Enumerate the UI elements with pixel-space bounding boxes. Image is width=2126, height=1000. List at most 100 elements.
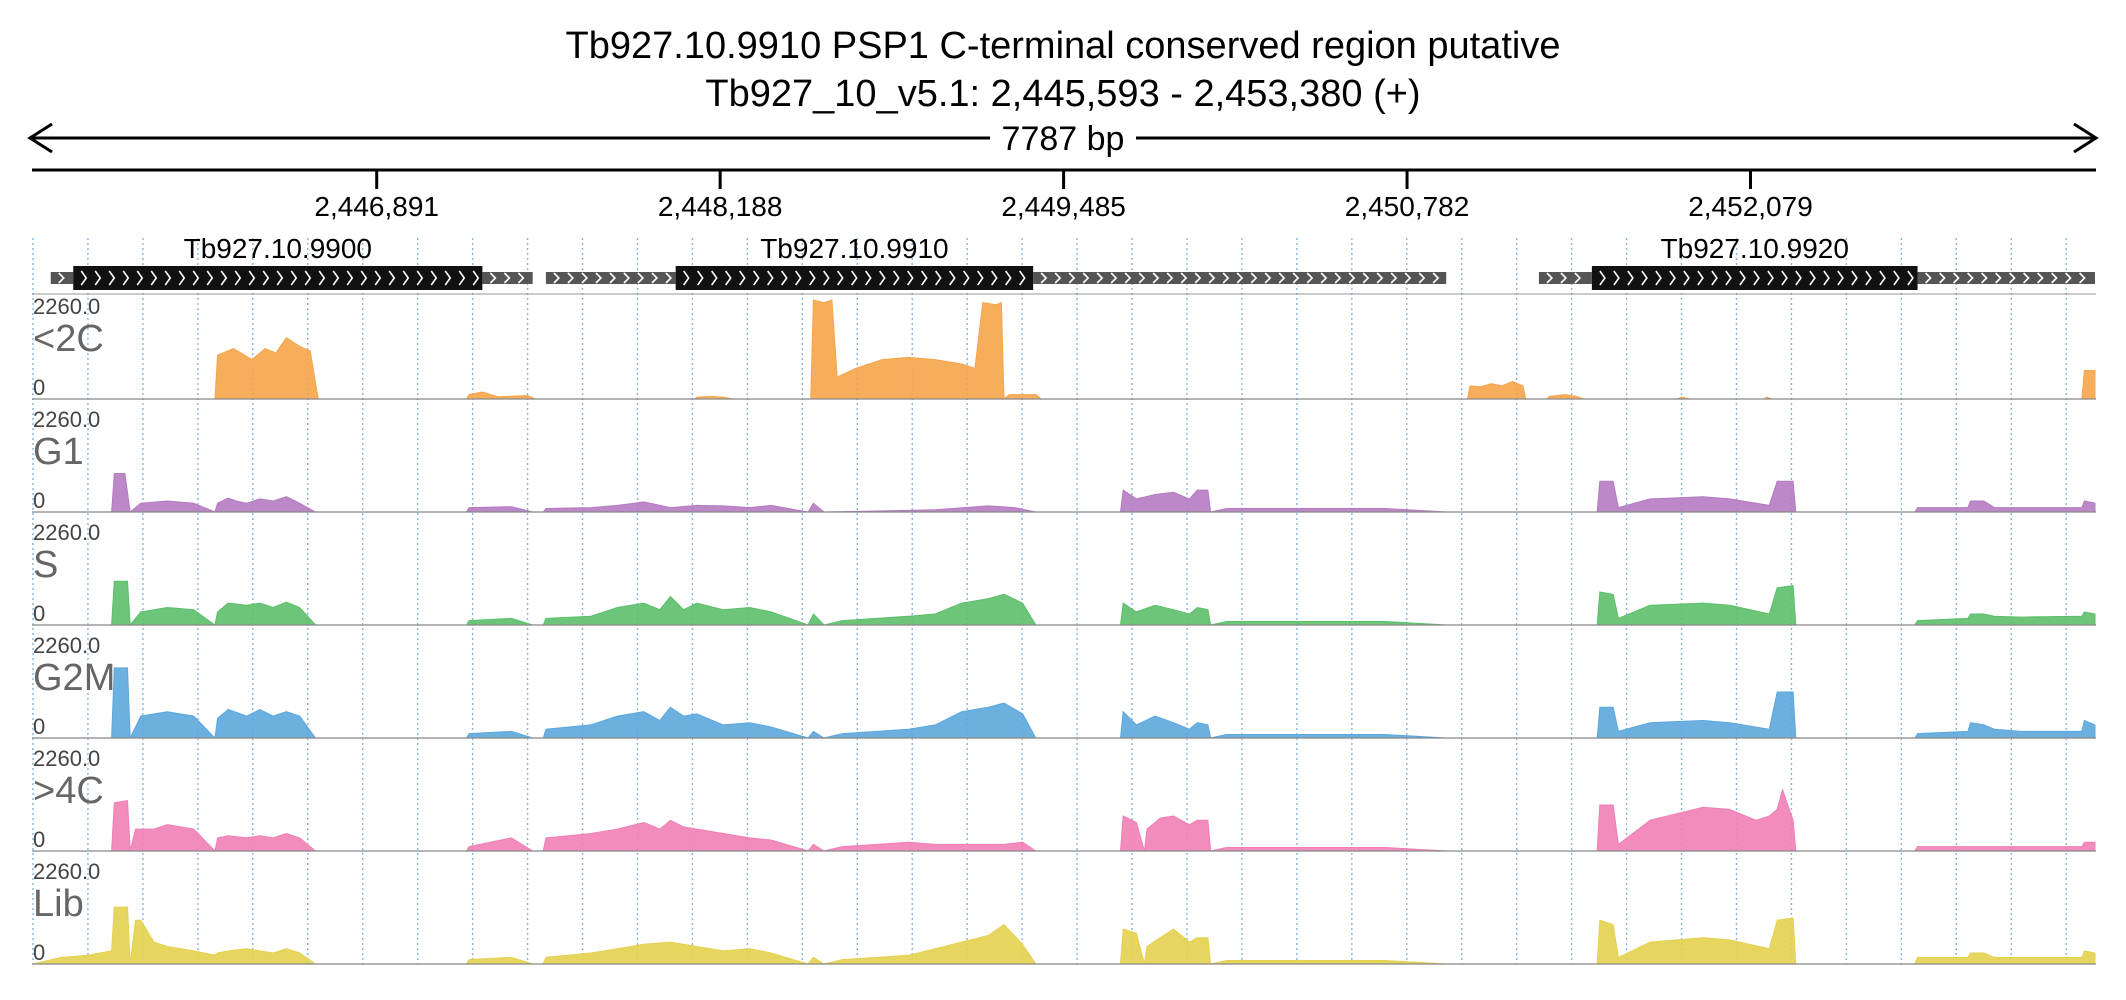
axis-tick-label: 2,449,485 <box>1001 191 1126 222</box>
cds-strand-chevron <box>360 270 368 286</box>
cds-strand-chevron <box>879 270 886 286</box>
cds-strand-chevron <box>346 270 354 286</box>
gene-track: Tb927.10.9900 Tb927.10.9910 Tb927.10.9920 <box>32 233 2096 295</box>
cds-strand-chevron <box>1823 270 1830 286</box>
utr3-bar <box>1033 272 1447 284</box>
track-label: Lib <box>33 883 84 925</box>
cds-strand-chevron <box>1613 270 1620 286</box>
utr-strand-chevron <box>637 272 645 284</box>
track-label: >4C <box>33 770 104 812</box>
coverage-track: 2260.0 0 Lib <box>32 859 2096 965</box>
utr-strand-chevron <box>567 272 575 284</box>
utr-strand-chevron <box>1110 272 1118 284</box>
utr-strand-chevron <box>1348 272 1356 284</box>
cds-strand-chevron <box>80 270 88 286</box>
span-arrowhead-right <box>2073 122 2099 154</box>
cds-strand-chevron <box>332 270 340 286</box>
cds-strand-chevron <box>1683 270 1690 286</box>
cds-strand-chevron <box>1655 270 1662 286</box>
cds-strand-chevron <box>963 270 970 286</box>
utr-strand-chevron <box>1264 272 1272 284</box>
cds-strand-chevron <box>1893 270 1900 286</box>
cds-strand-chevron <box>318 270 326 286</box>
coverage-area <box>32 906 2096 965</box>
chart-subtitle: Tb927_10_v5.1: 2,445,593 - 2,453,380 (+) <box>705 73 1420 115</box>
utr-strand-chevron <box>1124 272 1132 284</box>
coordinate-axis: 2,446,891 2,448,188 2,449,485 2,450,782 2,45… <box>32 168 2096 222</box>
coverage-area <box>33 580 2096 627</box>
cds-strand-chevron <box>1879 270 1886 286</box>
utr-strand-chevron <box>517 272 525 284</box>
coverage-track: 2260.0 0 >4C <box>32 746 2096 853</box>
utr-strand-chevron <box>2079 272 2086 284</box>
y-max-label: 2260.0 <box>33 746 100 771</box>
y-min-label: 0 <box>33 714 45 739</box>
coverage-area <box>33 667 2096 740</box>
y-max-label: 2260.0 <box>33 859 100 884</box>
utr-strand-chevron <box>2023 272 2030 284</box>
cds-strand-chevron <box>472 270 480 286</box>
cds-strand-chevron <box>178 270 186 286</box>
cds-strand-chevron <box>739 270 746 286</box>
y-max-label: 2260.0 <box>33 407 100 432</box>
coverage-area <box>33 473 2096 513</box>
y-max-label: 2260.0 <box>33 520 100 545</box>
y-min-label: 0 <box>33 601 45 626</box>
cds-strand-chevron <box>767 270 774 286</box>
cds-strand-chevron <box>430 270 438 286</box>
utr-strand-chevron <box>581 272 589 284</box>
cds-strand-chevron <box>935 270 942 286</box>
cds-strand-chevron <box>416 270 424 286</box>
cds-bar <box>73 266 483 290</box>
utr-strand-chevron <box>2037 272 2044 284</box>
cds-strand-chevron <box>136 270 144 286</box>
gridlines <box>32 238 2067 964</box>
utr3-bar <box>1917 272 2095 284</box>
cds-strand-chevron <box>1019 270 1026 286</box>
cds-strand-chevron <box>949 270 956 286</box>
span-arrow <box>27 122 2099 154</box>
cds-strand-chevron <box>150 270 158 286</box>
utr-strand-chevron <box>1222 272 1230 284</box>
utr-strand-chevron <box>1925 272 1932 284</box>
cds-bar <box>675 266 1034 290</box>
utr-strand-chevron <box>58 272 65 284</box>
utr-strand-chevron <box>1194 272 1202 284</box>
cds-strand-chevron <box>290 270 298 286</box>
axis-tick-label: 2,446,891 <box>314 191 439 222</box>
cds-strand-chevron <box>164 270 172 286</box>
cds-strand-chevron <box>991 270 998 286</box>
cds-strand-chevron <box>374 270 382 286</box>
cds-strand-chevron <box>683 270 690 286</box>
cds-strand-chevron <box>851 270 858 286</box>
gene-label: Tb927.10.9910 <box>760 233 948 264</box>
cds-strand-chevron <box>1767 270 1774 286</box>
coverage-track: 2260.0 0 <2C <box>32 294 2096 401</box>
utr3-bar <box>482 272 533 284</box>
cds-strand-chevron <box>1865 270 1872 286</box>
cds-strand-chevron <box>1907 270 1914 286</box>
cds-strand-chevron <box>206 270 214 286</box>
utr-strand-chevron <box>651 272 659 284</box>
utr-strand-chevron <box>2009 272 2016 284</box>
cds-strand-chevron <box>1837 270 1844 286</box>
cds-strand-chevron <box>711 270 718 286</box>
track-label: <2C <box>33 318 104 360</box>
cds-strand-chevron <box>1005 270 1012 286</box>
cds-strand-chevron <box>262 270 270 286</box>
utr-strand-chevron <box>1981 272 1988 284</box>
cds-strand-chevron <box>444 270 452 286</box>
utr-strand-chevron <box>503 272 511 284</box>
gene-model: Tb927.10.9920 <box>1538 233 2095 290</box>
cds-strand-chevron <box>220 270 228 286</box>
gene-label: Tb927.10.9900 <box>184 233 372 264</box>
cds-strand-chevron <box>907 270 914 286</box>
utr-strand-chevron <box>1967 272 1974 284</box>
cds-strand-chevron <box>248 270 256 286</box>
coverage-track: 2260.0 0 G1 <box>32 407 2096 513</box>
utr-strand-chevron <box>1208 272 1216 284</box>
utr-strand-chevron <box>553 272 561 284</box>
y-max-label: 2260.0 <box>33 294 100 319</box>
